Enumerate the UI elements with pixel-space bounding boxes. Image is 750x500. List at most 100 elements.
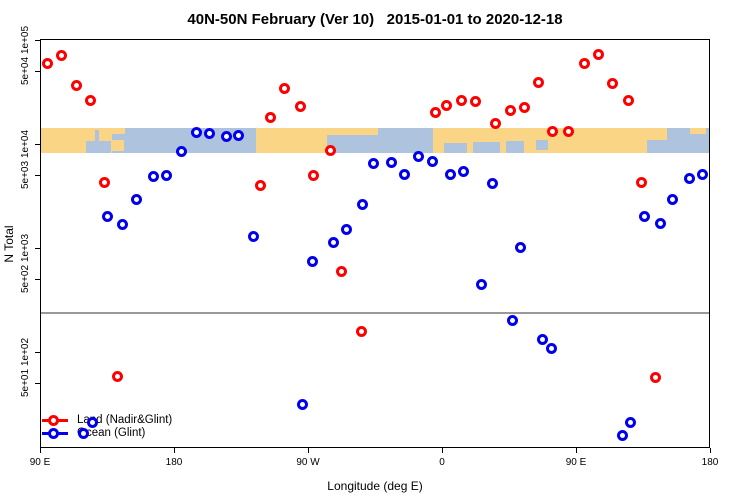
map-band-patch-ocean xyxy=(444,142,467,153)
data-point-ocean xyxy=(86,416,98,428)
data-point-land xyxy=(98,176,110,188)
map-band-patch-land xyxy=(101,128,126,134)
data-point-ocean xyxy=(426,155,438,167)
map-band-patch-ocean xyxy=(506,140,524,153)
data-point-ocean xyxy=(340,223,352,235)
data-point-ocean xyxy=(515,241,527,253)
map-band-segment-land xyxy=(256,128,327,153)
data-point-land xyxy=(41,57,53,69)
data-point-ocean xyxy=(306,255,318,267)
y-tick xyxy=(35,382,40,384)
y-tick xyxy=(35,351,40,353)
data-point-land xyxy=(635,176,647,188)
data-point-land xyxy=(441,99,453,111)
x-tick-label: 180 xyxy=(165,457,183,468)
data-point-land xyxy=(489,117,501,129)
data-point-land xyxy=(294,100,306,112)
data-point-ocean xyxy=(546,343,558,355)
x-tick-label: 90 W xyxy=(296,457,320,468)
data-point-ocean xyxy=(638,211,650,223)
data-point-land xyxy=(429,107,441,119)
data-point-land xyxy=(518,101,530,113)
data-point-land xyxy=(254,179,266,191)
map-band-patch-land xyxy=(690,128,706,134)
y-tick xyxy=(35,247,40,249)
legend-row: Ocean (Glint) xyxy=(40,427,260,440)
data-point-ocean xyxy=(475,278,487,290)
data-point-land xyxy=(264,111,276,123)
x-tick-label: 180 xyxy=(701,457,719,468)
data-point-ocean xyxy=(697,168,709,180)
map-band-patch-land xyxy=(647,128,667,140)
data-point-land xyxy=(533,76,545,88)
data-point-ocean xyxy=(445,168,457,180)
data-point-ocean xyxy=(385,156,397,168)
x-tick xyxy=(39,448,41,453)
data-point-land xyxy=(622,94,634,106)
data-point-ocean xyxy=(667,193,679,205)
data-point-land xyxy=(562,125,574,137)
y-axis-title: N Total xyxy=(2,225,16,263)
data-point-ocean xyxy=(191,126,203,138)
map-band-patch-land xyxy=(112,139,124,151)
data-point-land xyxy=(336,265,348,277)
legend-row: Land (Nadir&Glint) xyxy=(40,414,260,427)
legend-marker-circle xyxy=(48,428,59,439)
data-point-ocean xyxy=(232,129,244,141)
x-tick-label: 0 xyxy=(439,457,445,468)
x-tick-label: 90 E xyxy=(29,457,51,468)
y-tick-label: 5e+04 xyxy=(20,57,31,86)
data-point-land xyxy=(607,77,619,89)
data-point-land xyxy=(278,82,290,94)
y-tick xyxy=(35,278,40,280)
map-band-patch-ocean xyxy=(95,130,99,141)
y-tick xyxy=(35,143,40,145)
data-point-land xyxy=(70,79,82,91)
data-point-ocean xyxy=(77,427,89,439)
data-point-land xyxy=(455,94,467,106)
data-point-land xyxy=(470,95,482,107)
y-tick-label: 5e+01 xyxy=(20,369,31,398)
x-axis-title: Longitude (deg E) xyxy=(327,479,423,493)
data-point-ocean xyxy=(506,314,518,326)
data-point-land xyxy=(84,94,96,106)
y-tick-label: 5e+03 xyxy=(20,161,31,190)
data-point-land xyxy=(355,325,367,337)
x-tick xyxy=(307,448,309,453)
data-point-ocean xyxy=(537,333,549,345)
y-tick xyxy=(35,174,40,176)
data-point-ocean xyxy=(160,169,172,181)
data-point-land xyxy=(111,370,123,382)
data-point-ocean xyxy=(175,145,187,157)
data-point-land xyxy=(547,125,559,137)
data-point-ocean xyxy=(457,165,469,177)
data-point-ocean xyxy=(247,231,259,243)
data-point-ocean xyxy=(684,172,696,184)
y-tick xyxy=(35,70,40,72)
data-point-ocean xyxy=(220,131,232,143)
data-point-ocean xyxy=(203,128,215,140)
x-tick xyxy=(709,448,711,453)
x-tick xyxy=(173,448,175,453)
x-tick xyxy=(441,448,443,453)
map-band-patch-ocean xyxy=(536,139,548,150)
map-band-patch-ocean xyxy=(473,141,500,153)
data-point-ocean xyxy=(116,218,128,230)
x-tick xyxy=(575,448,577,453)
data-point-ocean xyxy=(296,398,308,410)
data-point-land xyxy=(578,57,590,69)
data-point-land xyxy=(592,48,604,60)
chart-title: 40N-50N February (Ver 10) 2015-01-01 to … xyxy=(187,11,563,28)
reference-line xyxy=(40,312,710,314)
y-tick xyxy=(35,39,40,41)
x-tick-label: 90 E xyxy=(565,457,587,468)
data-point-ocean xyxy=(624,416,636,428)
data-point-ocean xyxy=(147,170,159,182)
data-point-ocean xyxy=(486,177,498,189)
data-point-ocean xyxy=(130,193,142,205)
data-point-ocean xyxy=(616,430,628,442)
data-point-ocean xyxy=(367,157,379,169)
data-point-ocean xyxy=(327,237,339,249)
data-point-land xyxy=(325,144,337,156)
